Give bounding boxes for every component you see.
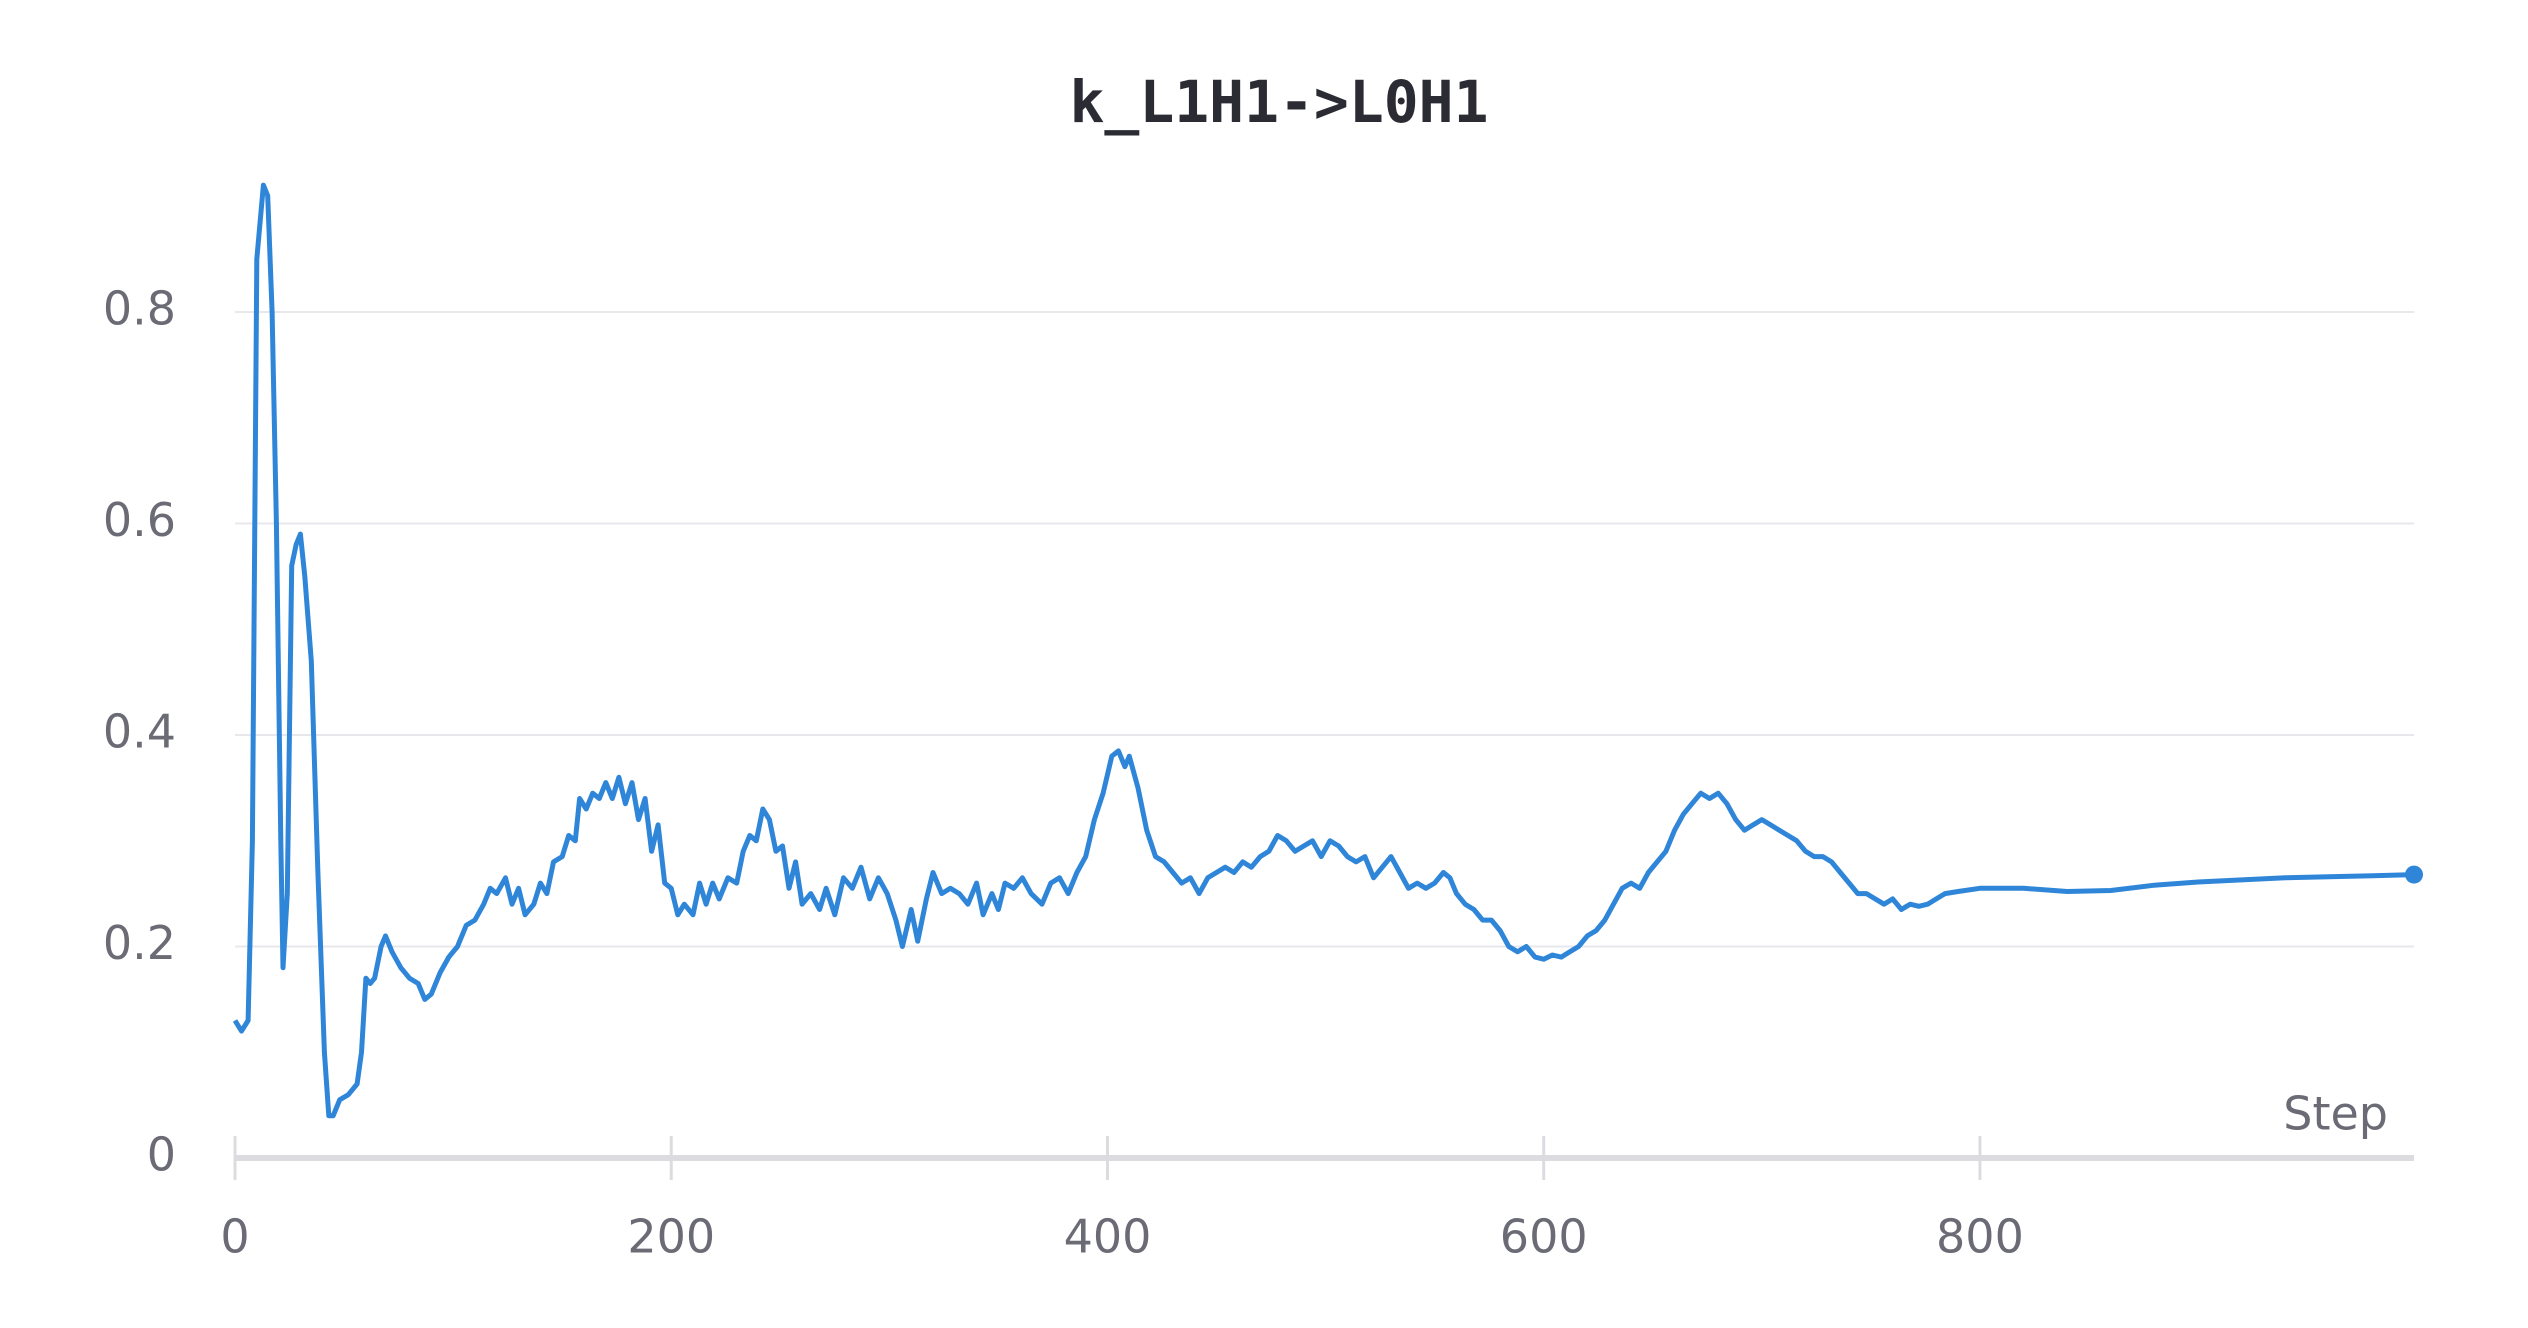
- end-point: [2405, 865, 2423, 884]
- data-line: [232, 182, 2415, 1119]
- y-tick-label: 0.6: [103, 493, 176, 547]
- chart-title: k_L1H1->L0H1: [1069, 68, 1488, 136]
- y-tick-label: 0: [147, 1128, 176, 1182]
- y-tick-label: 0.2: [103, 916, 176, 970]
- y-tick-label: 0.4: [103, 705, 176, 759]
- x-tick-label: 800: [1936, 1210, 2024, 1264]
- x-axis-label: Step: [2283, 1087, 2388, 1141]
- x-tick-label: 400: [1064, 1210, 1152, 1264]
- x-tick-label: 600: [1500, 1210, 1588, 1264]
- y-tick-label: 0.8: [103, 282, 176, 336]
- x-tick-label: 200: [627, 1210, 715, 1264]
- x-tick-label: 0: [220, 1210, 249, 1264]
